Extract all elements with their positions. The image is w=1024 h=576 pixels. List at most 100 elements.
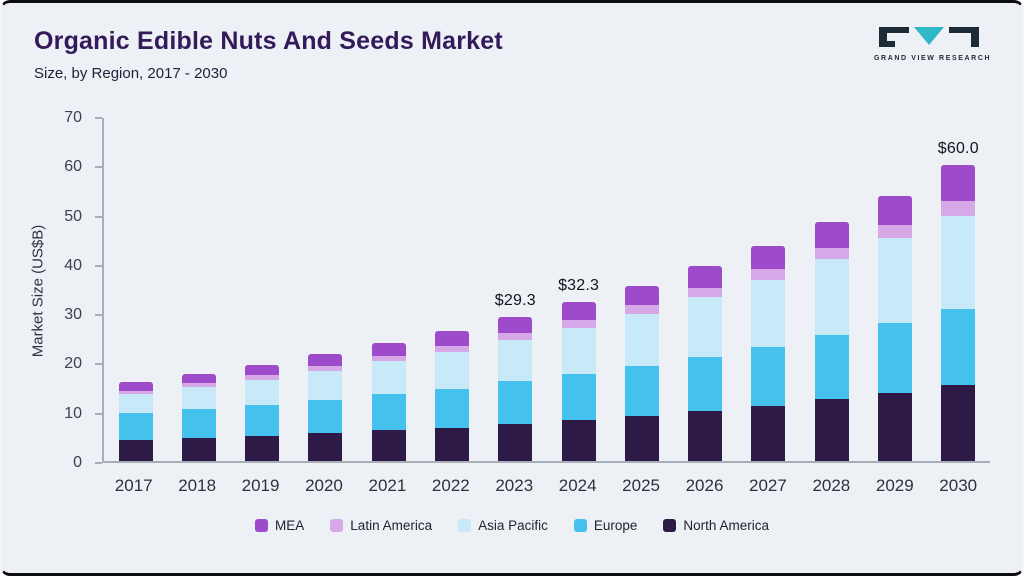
segment-north-america <box>814 399 849 461</box>
y-tick-mark <box>95 412 102 415</box>
x-axis: 2017 2018 2019 2020 2021 2022 2023 2024 2025 2026… <box>102 476 990 496</box>
segment-europe <box>118 413 153 440</box>
segment-asia-pacific <box>245 379 280 405</box>
x-axis-label-2028: 2028 <box>812 476 851 495</box>
x-axis-label-2024: 2024 <box>558 476 597 495</box>
legend-label-latin-america: Latin America <box>350 518 433 533</box>
segment-mea <box>118 381 153 391</box>
segment-asia-pacific <box>498 339 533 382</box>
segment-asia-pacific <box>181 387 216 410</box>
segment-mea <box>688 266 723 289</box>
x-axis-label-2027: 2027 <box>749 476 787 495</box>
segment-mea <box>624 286 659 306</box>
bar-stack-2026 <box>688 266 723 461</box>
segment-north-america <box>688 410 723 461</box>
bar-stack-2024 <box>561 301 596 461</box>
y-tick-label-30: 30 <box>64 306 82 324</box>
segment-asia-pacific <box>941 215 976 309</box>
bar-2024: $32.3 <box>547 118 610 461</box>
x-axis-label-2029: 2029 <box>875 476 914 495</box>
x-axis-label-2030: 2030 <box>939 476 978 495</box>
gvr-logo-icon <box>879 27 979 47</box>
bar-2027 <box>737 118 800 461</box>
bar-2018 <box>167 118 230 461</box>
segment-latin-america <box>371 356 406 362</box>
plot-area: $29.3 $32.3 $60.0 <box>102 118 990 463</box>
bar-2030: $60.0 <box>927 118 990 461</box>
bar-value-label-2023: $29.3 <box>494 291 536 309</box>
legend-label-asia-pacific: Asia Pacific <box>478 518 548 533</box>
segment-europe <box>371 394 406 431</box>
bar-stack-2017 <box>118 381 153 461</box>
segment-europe <box>435 388 470 428</box>
segment-europe <box>624 365 659 417</box>
segment-north-america <box>308 432 343 461</box>
segment-north-america <box>245 435 280 461</box>
segment-asia-pacific <box>371 361 406 395</box>
segment-asia-pacific <box>435 351 470 389</box>
bar-stack-2025 <box>624 286 659 461</box>
legend-item-asia-pacific: Asia Pacific <box>458 518 548 533</box>
segment-latin-america <box>688 288 723 298</box>
segment-asia-pacific <box>751 279 786 347</box>
segment-latin-america <box>498 332 533 340</box>
legend-swatch-europe <box>573 519 587 532</box>
page-subtitle: Size, by Region, 2017 - 2030 <box>34 65 228 82</box>
segment-latin-america <box>941 201 976 216</box>
legend-item-north-america: North America <box>663 518 769 533</box>
legend-label-mea: MEA <box>275 518 305 533</box>
segment-mea <box>308 354 343 366</box>
segment-north-america <box>181 437 216 461</box>
y-tick-label-50: 50 <box>64 207 82 225</box>
legend-swatch-north-america <box>663 519 677 532</box>
segment-asia-pacific <box>814 259 849 336</box>
page-title: Organic Edible Nuts And Seeds Market <box>34 27 503 55</box>
bar-2017 <box>104 118 167 461</box>
segment-mea <box>814 222 849 249</box>
segment-asia-pacific <box>308 370 343 401</box>
segment-north-america <box>624 416 659 461</box>
bar-stack-2023 <box>498 316 533 461</box>
y-tick-mark <box>95 264 102 267</box>
segment-europe <box>878 322 913 393</box>
bar-2020 <box>294 118 357 461</box>
segment-mea <box>941 165 976 202</box>
segment-north-america <box>118 439 153 461</box>
segment-asia-pacific <box>624 313 659 366</box>
bar-stack-2019 <box>245 364 280 461</box>
bar-2028 <box>800 118 863 461</box>
x-axis-label-2022: 2022 <box>431 476 470 495</box>
segment-north-america <box>878 393 913 461</box>
x-axis-label-2017: 2017 <box>114 476 153 495</box>
y-tick-label-0: 0 <box>73 454 82 471</box>
legend: MEA Latin America Asia Pacific Europe North … <box>2 518 1022 533</box>
legend-item-europe: Europe <box>573 518 637 533</box>
y-tick-mark <box>95 363 102 366</box>
segment-mea <box>878 195 913 226</box>
segment-latin-america <box>435 345 470 352</box>
segment-north-america <box>751 405 786 461</box>
segment-mea <box>181 373 216 384</box>
y-tick-mark <box>95 314 102 317</box>
segment-latin-america <box>878 225 913 239</box>
segment-europe <box>814 335 849 400</box>
segment-north-america <box>435 427 470 461</box>
bar-2019 <box>231 118 294 461</box>
x-axis-label-2021: 2021 <box>368 476 407 495</box>
bar-stack-2027 <box>751 245 786 461</box>
y-tick-mark <box>95 215 102 218</box>
segment-europe <box>498 381 533 424</box>
legend-swatch-latin-america <box>330 519 344 532</box>
segment-north-america <box>371 430 406 461</box>
segment-latin-america <box>561 320 596 328</box>
x-axis-label-2019: 2019 <box>241 476 280 495</box>
segment-latin-america <box>751 269 786 280</box>
segment-north-america <box>941 385 976 461</box>
y-tick-mark <box>95 166 102 169</box>
bar-2021 <box>357 118 420 461</box>
bar-2022 <box>420 118 483 461</box>
bar-2025 <box>610 118 673 461</box>
segment-europe <box>751 346 786 406</box>
gvr-logo: GRAND VIEW RESEARCH <box>874 25 992 62</box>
logo-text: GRAND VIEW RESEARCH <box>874 55 992 62</box>
